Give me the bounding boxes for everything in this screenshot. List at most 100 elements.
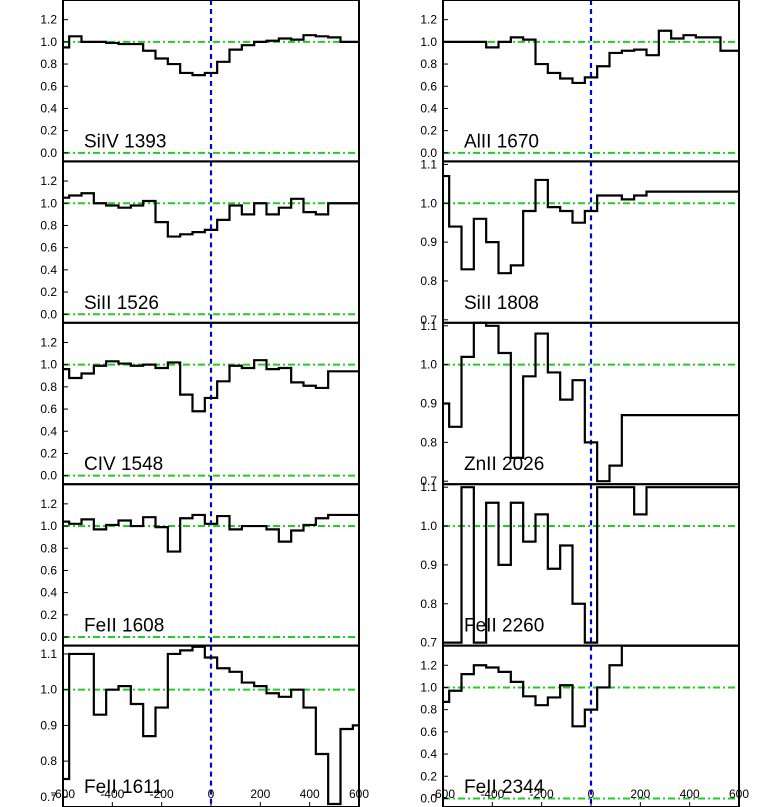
spectrum-line [63, 34, 359, 77]
panel-2: 0.0 0.2 0.4 0.6 0.8 1.0 1.2 CIV 1548 [40, 321, 360, 486]
y-tick-label: 1.0 [40, 35, 57, 49]
x-tick-label: 0 [208, 787, 215, 801]
y-tick-label: 0.4 [40, 586, 57, 600]
y-tick-label: 0.6 [40, 79, 57, 93]
y-tick-label: 1.0 [40, 519, 57, 533]
y-tick-label: 1.1 [420, 319, 437, 333]
y-tick-label: 0.0 [420, 146, 437, 160]
y-tick-label: 0.6 [420, 725, 437, 739]
spectrum-line [443, 29, 739, 85]
x-tick-label: 200 [630, 787, 650, 801]
y-tick-label: 0.7 [40, 790, 57, 804]
spectrum-line [443, 486, 739, 644]
y-tick-label: 0.6 [40, 402, 57, 416]
panel-3: 0.0 0.2 0.4 0.6 0.8 1.0 1.2 FeII 1608 [40, 483, 360, 647]
x-tick-label: 600 [729, 787, 749, 801]
panel-6: 0.7 0.8 0.9 1.0 1.1 SiII 1808 [420, 157, 740, 327]
y-tick-label: 1.0 [420, 519, 437, 533]
y-tick-label: 0.4 [40, 263, 57, 277]
y-tick-label: 0.8 [420, 703, 437, 717]
spectrum-line [63, 192, 359, 238]
spectrum-line [63, 513, 359, 553]
y-tick-label: 1.0 [420, 358, 437, 372]
panel-label: SiII 1526 [84, 293, 159, 314]
x-tick-label: -200 [530, 787, 554, 801]
y-tick-label: 0.9 [420, 397, 437, 411]
y-tick-label: 0.4 [40, 101, 57, 115]
y-tick-label: 0.8 [420, 435, 437, 449]
panel-label: FeII 1611 [84, 777, 163, 798]
y-tick-label: 1.2 [40, 497, 57, 511]
y-tick-label: 0.4 [420, 747, 437, 761]
panel-label: FeII 2260 [464, 616, 544, 637]
x-tick-label: 400 [680, 787, 700, 801]
spectrum-line [443, 174, 739, 275]
y-tick-label: 0.8 [40, 218, 57, 232]
y-tick-label: 0.8 [420, 597, 437, 611]
y-tick-label: 1.2 [420, 13, 437, 27]
y-tick-label: 0.0 [40, 146, 57, 160]
y-tick-label: 0.2 [40, 446, 57, 460]
y-tick-label: 0.8 [420, 274, 437, 288]
spectrum-line [63, 359, 359, 413]
y-tick-label: 0.9 [420, 235, 437, 249]
y-tick-label: 0.8 [40, 380, 57, 394]
x-tick-label: -400 [480, 787, 504, 801]
y-tick-label: 1.0 [420, 35, 437, 49]
panel-label: SiIV 1393 [84, 131, 166, 152]
panel-8: 0.7 0.8 0.9 1.0 1.1 FeII 2260 [420, 480, 740, 650]
y-tick-label: 0.7 [420, 313, 437, 327]
y-tick-label: 0.9 [40, 718, 57, 732]
y-tick-label: 0.4 [40, 424, 57, 438]
y-tick-label: 0.8 [40, 754, 57, 768]
x-tick-label: -400 [100, 787, 124, 801]
y-tick-label: 0.2 [40, 285, 57, 299]
x-tick-label: -600 [51, 787, 75, 801]
panel-label: FeII 2344 [464, 777, 545, 798]
panel-label: ZnII 2026 [464, 454, 544, 475]
x-tick-label: 600 [349, 787, 369, 801]
panel-label: SiII 1808 [464, 293, 539, 314]
x-tick-label: 200 [250, 787, 270, 801]
panel-1: 0.0 0.2 0.4 0.6 0.8 1.0 1.2 SiII 1526 [40, 160, 360, 324]
x-tick-label: -200 [150, 787, 174, 801]
y-tick-label: 1.1 [40, 647, 57, 661]
y-tick-label: 1.0 [420, 196, 437, 210]
panel-5: 0.0 0.2 0.4 0.6 0.8 1.0 1.2 AlII 1670 [420, 0, 740, 163]
spectrum-line [63, 645, 359, 806]
x-tick-label: -600 [431, 787, 455, 801]
y-tick-label: 1.0 [40, 358, 57, 372]
y-tick-label: 0.6 [420, 79, 437, 93]
y-tick-label: 0.2 [420, 124, 437, 138]
y-tick-label: 1.2 [40, 13, 57, 27]
y-tick-label: 1.0 [40, 683, 57, 697]
y-tick-label: 0.2 [420, 769, 437, 783]
panel-label: CIV 1548 [84, 454, 163, 475]
y-tick-label: 0.7 [420, 636, 437, 650]
panel-4: 0.7 0.8 0.9 1.0 1.1 FeII 1611 -600 -400 -200 0 200… [40, 644, 369, 807]
y-tick-label: 0.8 [40, 541, 57, 555]
y-tick-label: 0.4 [420, 101, 437, 115]
y-tick-label: 1.2 [420, 658, 437, 672]
panel-label: AlII 1670 [464, 131, 539, 152]
panel-9: 0.0 0.2 0.4 0.6 0.8 1.0 1.2 FeII 2344 -600 -400 -2… [420, 644, 749, 807]
panel-0: 0.0 0.2 0.4 0.6 0.8 1.0 1.2 SiIV 1393 [40, 0, 360, 163]
y-tick-label: 0.8 [40, 57, 57, 71]
y-tick-label: 0.9 [420, 558, 437, 572]
y-tick-label: 0.7 [420, 474, 437, 488]
y-tick-label: 1.0 [420, 680, 437, 694]
y-tick-label: 0.0 [40, 469, 57, 483]
y-tick-label: 1.0 [40, 196, 57, 210]
y-tick-label: 0.8 [420, 57, 437, 71]
panel-label: FeII 1608 [84, 616, 164, 637]
y-tick-label: 0.2 [40, 124, 57, 138]
panel-7: 0.7 0.8 0.9 1.0 1.1 ZnII 2026 [420, 319, 740, 488]
y-tick-label: 1.1 [420, 157, 437, 171]
y-tick-label: 0.6 [40, 563, 57, 577]
y-tick-label: 0.2 [40, 608, 57, 622]
x-tick-label: 400 [300, 787, 320, 801]
y-tick-label: 1.2 [40, 174, 57, 188]
y-tick-label: 1.2 [40, 335, 57, 349]
y-tick-label: 0.0 [40, 630, 57, 644]
